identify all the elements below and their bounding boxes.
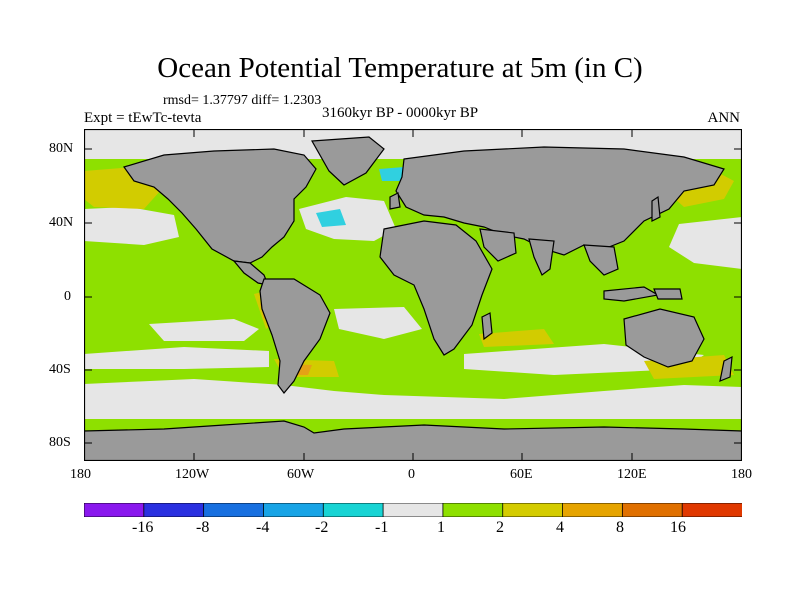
- southeast-asia: [583, 244, 619, 276]
- colorbar-label: 2: [496, 519, 504, 536]
- period-label: 3160kyr BP - 0000kyr BP: [322, 105, 479, 121]
- colorbar-label: 8: [616, 519, 624, 536]
- x-tick-label: 60E: [510, 467, 533, 482]
- madagascar: [481, 312, 493, 341]
- colorbar-label: -2: [315, 519, 329, 536]
- new-zealand: [719, 355, 733, 382]
- colorbar-swatch: [84, 503, 145, 517]
- australia: [623, 308, 705, 368]
- colorbar-swatch: [143, 503, 205, 517]
- y-tick-label: 40S: [49, 362, 71, 377]
- british-isles: [389, 192, 401, 210]
- north-atlantic-patch: [299, 197, 396, 241]
- y-tick-label: 80S: [49, 435, 71, 450]
- colorbar-label: 1: [437, 519, 445, 536]
- south-pacific-band-2: [84, 347, 269, 369]
- greenland: [311, 136, 385, 186]
- x-tick-label: 0: [408, 467, 415, 482]
- india: [528, 238, 555, 276]
- colorbar-label: -8: [196, 519, 210, 536]
- new-guinea: [653, 288, 683, 300]
- colorbar-swatch: [442, 503, 504, 517]
- indonesia: [603, 286, 660, 302]
- japan: [651, 195, 661, 222]
- colorbar-label: 4: [556, 519, 564, 536]
- axis-ticks: [84, 129, 742, 461]
- x-tick-label: 180: [70, 467, 91, 482]
- colorbar-swatch: [203, 503, 265, 517]
- colorbar-swatch: [681, 503, 742, 517]
- colorbar-swatch: [322, 503, 384, 517]
- southern-ocean-band: [84, 379, 742, 419]
- arabia: [479, 228, 517, 262]
- south-pacific-band: [149, 319, 259, 341]
- north-pacific-east-patch: [669, 217, 742, 269]
- y-tick-label: 40N: [49, 215, 74, 230]
- ocean-temperature-map: [84, 129, 742, 461]
- south-atlantic-patch: [334, 307, 422, 339]
- greenland-sea-cool-patch: [379, 167, 404, 181]
- y-tick-label: 0: [64, 289, 71, 304]
- antarctica: [84, 420, 742, 461]
- labrador-cool-patch: [316, 209, 346, 227]
- x-tick-label: 60W: [287, 467, 315, 482]
- stats-label: rmsd= 1.37797 diff= 1.2303: [163, 93, 322, 108]
- south-america: [259, 278, 331, 394]
- y-tick-label: 80N: [49, 141, 74, 156]
- colorbar-swatch: [562, 503, 624, 517]
- south-indian-warm-patch: [479, 329, 554, 347]
- x-tick-label: 180: [731, 467, 752, 482]
- colorbar-label: -1: [375, 519, 389, 536]
- season-label: ANN: [707, 110, 741, 126]
- colorbar-label: 16: [670, 519, 686, 536]
- colorbar-swatch: [263, 503, 325, 517]
- land-masses: [84, 136, 742, 461]
- colorbar: [84, 503, 742, 517]
- africa: [379, 220, 493, 356]
- x-tick-label: 120E: [617, 467, 647, 482]
- colorbar-label: -16: [132, 519, 154, 536]
- plot-title: Ocean Potential Temperature at 5m (in C): [157, 52, 643, 84]
- x-tick-label: 120W: [175, 467, 210, 482]
- colorbar-swatch: [621, 503, 684, 517]
- colorbar-swatch: [382, 503, 444, 517]
- colorbar-swatch: [502, 503, 564, 517]
- north-america: [123, 148, 317, 264]
- experiment-label: Expt = tEwTc-tevta: [84, 110, 202, 126]
- north-pacific-west-patch: [84, 207, 179, 245]
- colorbar-label: -4: [256, 519, 270, 536]
